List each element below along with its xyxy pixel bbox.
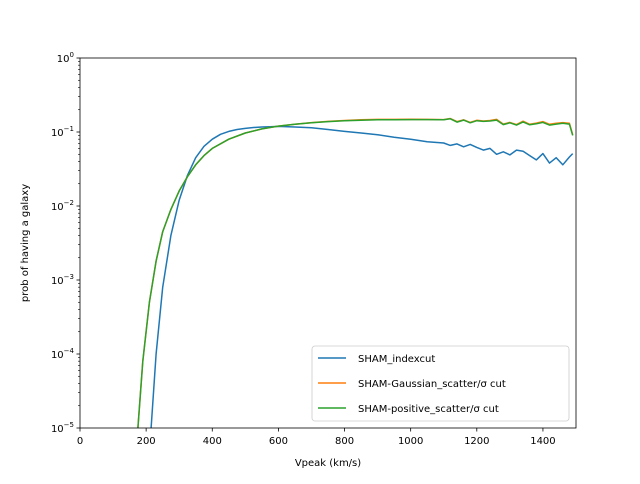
legend: SHAM_indexcut SHAM-Gaussian_scatter/σ cut… (311, 345, 570, 422)
legend-label: SHAM-Gaussian_scatter/σ cut (358, 379, 506, 390)
x-tick-label: 600 (269, 436, 288, 447)
y-tick-label: 10−1 (51, 125, 74, 139)
x-tick-label: 1200 (464, 436, 489, 447)
x-tick-label: 1400 (530, 436, 555, 447)
x-tick-label: 1000 (398, 436, 423, 447)
y-tick-label: 10−3 (51, 273, 74, 287)
legend-label: SHAM-positive_scatter/σ cut (358, 404, 499, 415)
x-tick-label: 800 (335, 436, 354, 447)
y-tick-label: 10−2 (51, 199, 74, 213)
y-axis-label: prob of having a galaxy (20, 184, 31, 302)
x-axis-label: Vpeak (km/s) (295, 458, 361, 469)
legend-box (311, 345, 570, 422)
series-line-sham-indexcut (150, 125, 574, 428)
y-tick-label: 10−5 (51, 421, 74, 435)
x-tick-label: 400 (203, 436, 222, 447)
y-tick-label: 10−4 (51, 347, 75, 361)
x-axis: 0 200 400 600 800 1000 1200 1400 (77, 428, 556, 447)
legend-label: SHAM_indexcut (358, 354, 435, 365)
x-tick-label: 0 (77, 436, 83, 447)
series-layer (137, 117, 574, 428)
y-tick-label: 100 (57, 51, 74, 65)
y-axis: 10−5 10−4 10−3 10−2 10−1 100 (51, 51, 80, 435)
x-tick-label: 200 (137, 436, 156, 447)
series-line-sham-positive-scatter-cut (137, 118, 574, 428)
plot-frame (79, 57, 577, 429)
